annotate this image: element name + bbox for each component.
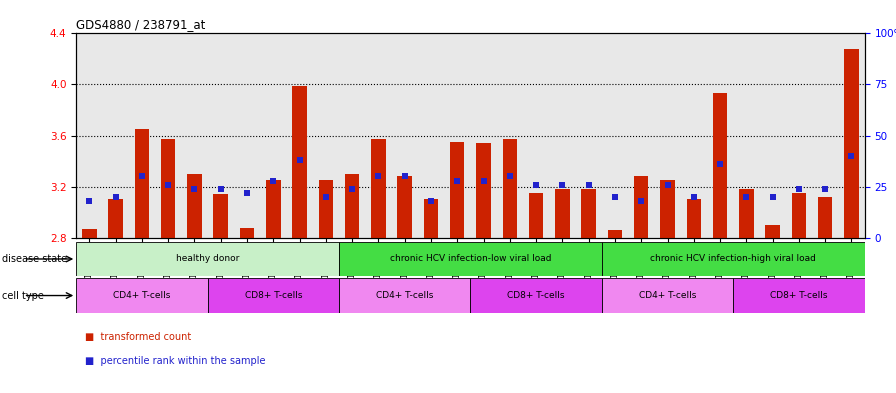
Bar	[371, 140, 385, 238]
Bar	[503, 140, 517, 238]
Text: ■  percentile rank within the sample: ■ percentile rank within the sample	[85, 356, 265, 366]
Bar	[76, 278, 208, 313]
Text: CD8+ T-cells: CD8+ T-cells	[771, 291, 828, 300]
Bar	[339, 242, 602, 276]
Bar	[424, 199, 438, 238]
Bar	[713, 94, 728, 238]
Bar	[319, 180, 333, 238]
Text: chronic HCV infection-low viral load: chronic HCV infection-low viral load	[390, 255, 551, 263]
Bar	[844, 49, 858, 238]
Bar	[686, 199, 701, 238]
Text: ■  transformed count: ■ transformed count	[85, 332, 192, 342]
Bar	[660, 180, 675, 238]
Bar	[108, 199, 123, 238]
Bar	[82, 229, 97, 238]
Bar	[213, 194, 228, 238]
Text: GDS4880 / 238791_at: GDS4880 / 238791_at	[76, 18, 205, 31]
Text: CD4+ T-cells: CD4+ T-cells	[639, 291, 696, 300]
Bar	[739, 189, 754, 238]
Bar	[208, 278, 339, 313]
Bar	[607, 230, 622, 238]
Text: CD8+ T-cells: CD8+ T-cells	[245, 291, 302, 300]
Bar	[450, 142, 464, 238]
Bar	[477, 143, 491, 238]
Bar	[161, 140, 176, 238]
Bar	[765, 225, 780, 238]
Text: chronic HCV infection-high viral load: chronic HCV infection-high viral load	[650, 255, 816, 263]
Bar	[76, 242, 339, 276]
Text: CD8+ T-cells: CD8+ T-cells	[507, 291, 564, 300]
Text: CD4+ T-cells: CD4+ T-cells	[113, 291, 170, 300]
Bar	[582, 189, 596, 238]
Bar	[818, 197, 832, 238]
Bar	[556, 189, 570, 238]
Bar	[792, 193, 806, 238]
Text: CD4+ T-cells: CD4+ T-cells	[376, 291, 434, 300]
Bar	[602, 242, 865, 276]
Text: healthy donor: healthy donor	[176, 255, 239, 263]
Bar	[134, 129, 149, 238]
Bar	[266, 180, 280, 238]
Bar	[292, 86, 306, 238]
Bar	[339, 278, 470, 313]
Bar	[187, 174, 202, 238]
Bar	[398, 176, 412, 238]
Bar	[345, 174, 359, 238]
Text: disease state: disease state	[2, 254, 67, 264]
Bar	[240, 228, 254, 238]
Bar	[529, 193, 543, 238]
Bar	[634, 176, 649, 238]
Bar	[733, 278, 865, 313]
Text: cell type: cell type	[2, 290, 44, 301]
Bar	[602, 278, 733, 313]
Bar	[470, 278, 602, 313]
